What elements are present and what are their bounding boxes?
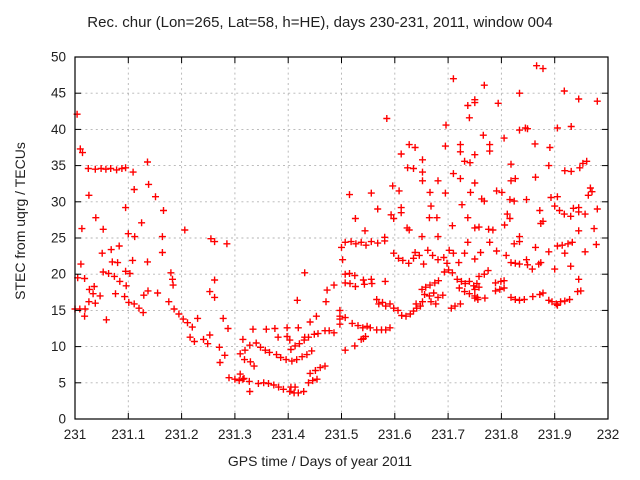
x-axis-label: GPS time / Days of year 2011: [227, 453, 413, 469]
y-tick-label: 50: [51, 50, 66, 65]
x-tick-label: 231.7: [431, 427, 465, 442]
x-tick-labels: 231 231.1 231.2 231.3 231.4 231.5 231.6 231.7 23…: [64, 427, 620, 442]
y-tick-label: 5: [58, 375, 66, 390]
y-tick-label: 45: [51, 86, 66, 101]
x-tick-label: 231.4: [271, 427, 305, 442]
x-tick-label: 231.3: [218, 427, 252, 442]
x-tick-label: 231.1: [111, 427, 145, 442]
y-tick-label: 40: [51, 122, 66, 137]
grid-lines: [75, 57, 608, 419]
y-tick-label: 30: [51, 194, 66, 209]
y-tick-label: 20: [51, 267, 66, 282]
tick-marks: [74, 56, 609, 420]
chart-title: Rec. chur (Lon=265, Lat=58, h=HE), days …: [87, 14, 553, 31]
x-tick-label: 231.8: [485, 427, 519, 442]
y-tick-label: 35: [51, 158, 66, 173]
x-tick-label: 231: [64, 427, 87, 442]
y-tick-label: 25: [51, 231, 66, 246]
y-tick-label: 10: [51, 339, 66, 354]
x-tick-label: 231.9: [538, 427, 572, 442]
x-tick-label: 231.5: [325, 427, 359, 442]
y-tick-label: 0: [58, 412, 66, 427]
x-tick-label: 232: [597, 427, 620, 442]
y-tick-label: 15: [51, 303, 66, 318]
y-axis-label: STEC from uqrg / TECUs: [12, 142, 28, 300]
y-tick-labels: 0 5 10 15 20 25 30 35 40 45 50: [51, 50, 66, 427]
scatter-points: [71, 62, 601, 397]
x-tick-label: 231.6: [378, 427, 412, 442]
x-tick-label: 231.2: [165, 427, 199, 442]
